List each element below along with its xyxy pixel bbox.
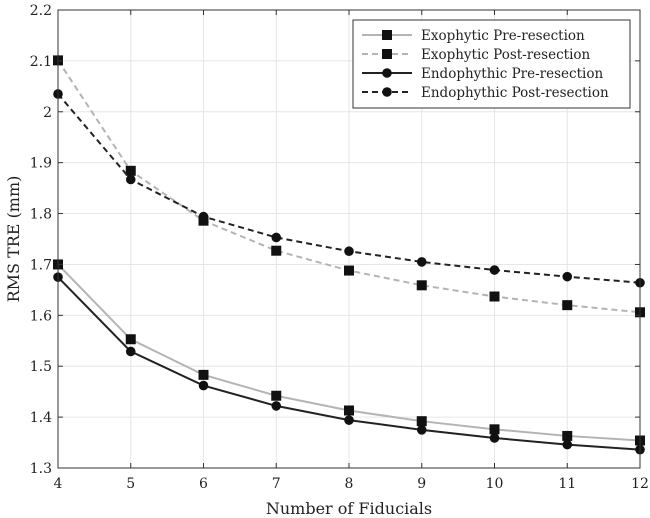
legend-label: Endophythic Pre-resection bbox=[421, 66, 603, 82]
data-point bbox=[344, 265, 354, 276]
data-point bbox=[489, 265, 500, 275]
data-point bbox=[125, 174, 136, 185]
data-point bbox=[125, 165, 136, 176]
y-tick-label: 2.1 bbox=[30, 54, 52, 70]
x-tick-label: 5 bbox=[126, 476, 135, 492]
data-point bbox=[416, 280, 427, 291]
data-point bbox=[125, 346, 136, 357]
legend-swatch-marker bbox=[382, 68, 392, 78]
data-point bbox=[271, 401, 282, 411]
data-point bbox=[562, 271, 573, 282]
data-point bbox=[198, 369, 209, 380]
x-tick-label: 6 bbox=[199, 476, 208, 492]
x-tick-label: 12 bbox=[631, 476, 649, 492]
x-tick-label: 8 bbox=[345, 476, 354, 492]
data-point bbox=[125, 334, 136, 345]
data-point bbox=[489, 291, 500, 302]
data-point bbox=[562, 430, 573, 441]
y-tick-label: 1.6 bbox=[30, 308, 52, 324]
x-tick-label: 7 bbox=[272, 476, 281, 492]
y-tick-label: 1.9 bbox=[30, 156, 52, 172]
y-tick-label: 2 bbox=[43, 105, 52, 121]
data-point bbox=[271, 390, 282, 401]
ticks: 4 5 6 7 8 9 10 11 12 1.3 1.4 1.5 1.6 1.7 1.8 1.9 2 2.1 2.2 bbox=[30, 3, 649, 492]
y-axis-label: RMS TRE (mm) bbox=[4, 176, 23, 303]
data-point bbox=[344, 246, 354, 257]
y-tick-label: 1.7 bbox=[30, 257, 52, 273]
data-point bbox=[198, 211, 209, 222]
y-tick-label: 1.5 bbox=[30, 359, 52, 375]
data-point bbox=[489, 433, 500, 443]
legend-swatch-marker bbox=[382, 49, 392, 59]
legend-entry: Endophythic Post-resection bbox=[362, 85, 609, 101]
y-tick-label: 1.4 bbox=[30, 410, 52, 426]
data-point bbox=[416, 425, 427, 435]
series-layer bbox=[53, 55, 645, 455]
legend-label: Exophytic Pre-resection bbox=[421, 28, 585, 44]
data-point bbox=[416, 416, 427, 427]
data-point bbox=[271, 245, 282, 256]
legend-swatch-marker bbox=[382, 30, 392, 40]
legend-label: Exophytic Post-resection bbox=[421, 47, 591, 63]
data-point bbox=[416, 257, 427, 267]
data-point bbox=[562, 300, 573, 311]
data-point bbox=[489, 424, 500, 435]
data-point bbox=[344, 405, 354, 416]
x-axis-label: Number of Fiducials bbox=[266, 499, 432, 518]
legend-entry: Exophytic Pre-resection bbox=[362, 28, 585, 44]
legend-entry: Exophytic Post-resection bbox=[362, 47, 591, 63]
x-tick-label: 10 bbox=[486, 476, 504, 492]
x-tick-label: 9 bbox=[417, 476, 426, 492]
data-point bbox=[344, 415, 354, 425]
legend: Exophytic Pre-resection Exophytic Post-re… bbox=[352, 19, 631, 109]
y-tick-label: 1.3 bbox=[30, 461, 52, 477]
x-tick-label: 4 bbox=[54, 476, 63, 492]
data-point bbox=[198, 380, 209, 391]
data-point bbox=[562, 439, 573, 450]
y-tick-label: 1.8 bbox=[30, 207, 52, 223]
y-tick-label: 2.2 bbox=[30, 3, 52, 19]
legend-swatch-marker bbox=[382, 87, 392, 97]
legend-label: Endophythic Post-resection bbox=[421, 85, 609, 101]
series-2 bbox=[53, 272, 645, 455]
data-point bbox=[271, 232, 282, 243]
legend-entry: Endophythic Pre-resection bbox=[362, 66, 603, 82]
x-tick-label: 11 bbox=[558, 476, 576, 492]
